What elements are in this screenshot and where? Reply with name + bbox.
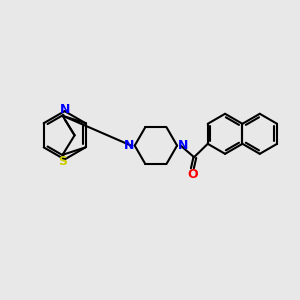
Text: N: N bbox=[60, 103, 70, 116]
Text: N: N bbox=[178, 139, 188, 152]
Text: O: O bbox=[187, 168, 198, 181]
Text: S: S bbox=[58, 155, 67, 168]
Text: N: N bbox=[124, 139, 134, 152]
